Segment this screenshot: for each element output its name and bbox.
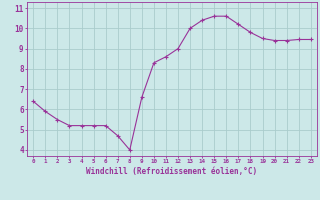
X-axis label: Windchill (Refroidissement éolien,°C): Windchill (Refroidissement éolien,°C): [86, 167, 258, 176]
